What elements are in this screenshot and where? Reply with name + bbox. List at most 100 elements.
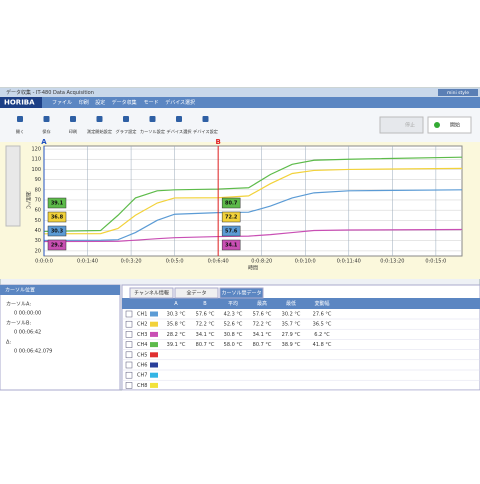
start-icon [434, 122, 440, 128]
y-tick-label: 90 [35, 177, 41, 183]
chart-tools[interactable] [5, 145, 21, 227]
column-header: 変動幅 [314, 300, 329, 307]
menu-item[interactable]: モード [144, 100, 159, 106]
checkbox[interactable] [125, 351, 133, 359]
menu-item[interactable]: デバイス選択 [165, 99, 195, 106]
value-box-label: 29.2 [51, 243, 64, 249]
x-tick-label: 0:0:1:40 [77, 259, 98, 265]
checkbox[interactable] [125, 331, 133, 338]
y-tick-label: 30 [35, 238, 41, 244]
column-header: B [203, 301, 207, 307]
tool-icon[interactable] [70, 116, 76, 122]
tool-icon[interactable] [96, 116, 103, 122]
tool-label: 印刷 [69, 128, 77, 135]
channel-name: CH8 [137, 383, 147, 389]
menu-item[interactable]: 設定 [95, 99, 105, 106]
channel-color [150, 372, 158, 378]
start-button[interactable] [427, 116, 472, 134]
checkbox[interactable] [125, 341, 133, 348]
cell: 38.9 °C [282, 342, 301, 348]
value-box-label: 30.3 [51, 229, 64, 235]
checkbox[interactable] [125, 320, 133, 328]
cursor-panel-header [0, 285, 120, 295]
x-tick-label: 0:0:11:40 [337, 259, 361, 265]
menu-item[interactable]: データ収集 [112, 99, 137, 106]
channel-color [150, 331, 158, 337]
tool-label: デバイス設定 [193, 128, 218, 135]
cell: 27.9 °C [282, 332, 301, 338]
tool-icon[interactable] [123, 116, 129, 122]
menu-item[interactable]: 印刷 [79, 99, 89, 106]
channel-color [150, 321, 158, 327]
tab[interactable] [174, 287, 219, 299]
cell: 41.8 °C [313, 342, 332, 348]
x-tick-label: 0:0:8:20 [251, 259, 272, 265]
tool-label: デバイス選択 [167, 128, 193, 135]
value-box [221, 197, 241, 209]
logo-bg [0, 97, 42, 108]
cell: 30.3 °C [167, 312, 186, 318]
tab-label: チャンネル情報 [134, 290, 169, 297]
cell: 36.5 °C [313, 322, 332, 328]
checkbox[interactable] [125, 361, 133, 369]
checkbox[interactable] [125, 310, 133, 318]
value-box [221, 239, 241, 251]
value-box-label: 34.1 [225, 243, 238, 249]
y-tick-label: 60 [35, 208, 41, 214]
cursor-item-label: カーソルB: [6, 321, 31, 327]
y-tick-label: 110 [31, 157, 41, 163]
tool-icon[interactable] [176, 116, 182, 122]
value-box [47, 225, 67, 237]
x-axis-label: 時間 [248, 266, 258, 272]
value-box-label: 80.7 [225, 201, 238, 207]
tab-label: カーソル間データ [221, 290, 261, 297]
y-tick-label: 50 [35, 218, 41, 224]
cell: 57.6 °C [253, 312, 272, 318]
cursor-panel-title: カーソル位置 [5, 287, 35, 294]
cell: 28.2 °C [167, 332, 186, 338]
tool-label: 測定開始設定 [87, 128, 112, 135]
tool-label: 保存 [42, 128, 50, 135]
tool-icon[interactable] [149, 116, 156, 122]
column-header: 平均 [228, 300, 238, 307]
column-header: 最高 [257, 300, 267, 307]
column-header: A [174, 301, 178, 307]
cell: 72.2 °C [253, 322, 272, 328]
tool-icon[interactable] [43, 116, 50, 122]
menu-bar [0, 97, 480, 108]
menu-item[interactable]: ファイル [52, 100, 72, 106]
cell: 30.8 °C [224, 332, 243, 338]
cell: 39.1 °C [167, 342, 186, 348]
value-box [47, 211, 67, 223]
y-tick-label: 80 [35, 187, 41, 193]
value-box-label: 72.2 [225, 215, 238, 221]
stop-button[interactable] [379, 116, 424, 134]
cursor-item-label: Δ: [6, 340, 11, 346]
channel-color [150, 311, 158, 317]
table-header [122, 298, 480, 309]
cell: 34.1 °C [196, 332, 215, 338]
cell: 35.8 °C [167, 322, 186, 328]
tab-label: 全データ [186, 290, 206, 297]
checkbox[interactable] [125, 382, 133, 389]
cell: 80.7 °C [253, 342, 272, 348]
channel-name: CH2 [137, 322, 147, 328]
cell: 34.1 °C [253, 332, 272, 338]
checkbox[interactable] [125, 371, 133, 379]
tab[interactable] [219, 287, 264, 299]
channel-name: CH7 [137, 373, 147, 379]
badge[interactable] [438, 89, 478, 96]
channel-name: CH6 [137, 363, 147, 369]
x-tick-label: 0:0:3:20 [121, 259, 142, 265]
start-label: 開始 [450, 122, 460, 129]
value-box-label: 57.6 [225, 229, 238, 235]
y-tick-label: 40 [35, 228, 41, 234]
tool-icon[interactable] [202, 116, 209, 122]
tab[interactable] [129, 287, 174, 299]
y-tick-label: 120 [31, 147, 41, 153]
value-box [221, 225, 241, 237]
cursor-label: B [215, 138, 220, 146]
tool-icon[interactable] [17, 116, 23, 122]
